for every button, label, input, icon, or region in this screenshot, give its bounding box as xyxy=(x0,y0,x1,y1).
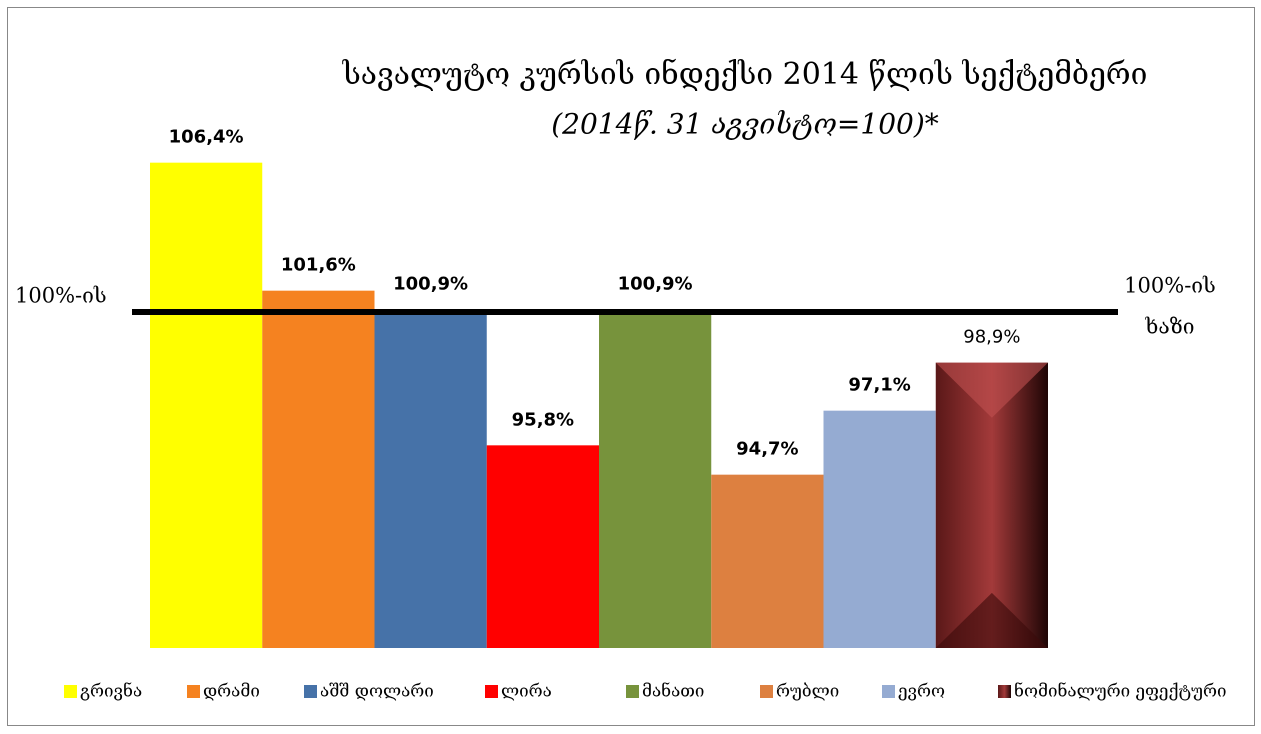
legend-label: ევრო xyxy=(898,682,945,702)
chart-subtitle: (2014წ. 31 აგვისტო=100)* xyxy=(551,108,939,141)
bar xyxy=(150,162,263,648)
data-label: 100,9% xyxy=(393,273,468,294)
legend-swatch xyxy=(626,685,639,698)
legend-swatch xyxy=(304,685,317,698)
bar xyxy=(711,474,824,648)
legend-label: ნომინალური ეფექტური xyxy=(1014,682,1227,702)
legend-swatch xyxy=(882,685,895,698)
data-label: 97,1% xyxy=(848,375,910,396)
legend-label: გრივნა xyxy=(80,682,142,702)
bar xyxy=(599,309,712,648)
legend-swatch xyxy=(485,685,498,698)
bar xyxy=(486,445,599,648)
data-label: 98,9% xyxy=(963,327,1020,348)
legend-label: მანათი xyxy=(642,682,704,702)
legend-swatch xyxy=(998,685,1011,698)
chart-title: სავალუტო კურსის ინდექსი 2014 წლის სექტემ… xyxy=(342,57,1148,92)
legend-label: დრამი xyxy=(203,682,260,702)
bar-bevel xyxy=(935,362,1048,418)
annotation: 100%-ის xyxy=(1124,274,1216,298)
annotation: 100%-ის xyxy=(15,284,107,308)
data-label: 94,7% xyxy=(736,439,798,460)
data-label: 100,9% xyxy=(618,273,693,294)
bar xyxy=(374,309,487,648)
bar-bevel xyxy=(935,593,1048,648)
legend-label: ლირა xyxy=(501,682,552,702)
legend-swatch xyxy=(187,685,200,698)
bar xyxy=(823,410,936,648)
data-label: 101,6% xyxy=(281,255,356,276)
bar xyxy=(262,290,375,648)
legend-swatch xyxy=(760,685,773,698)
legend-swatch xyxy=(64,685,77,698)
legend-label: აშშ დოლარი xyxy=(320,682,434,702)
data-label: 95,8% xyxy=(512,409,574,430)
annotation: ხაზი xyxy=(1145,315,1195,339)
legend-label: რუბლი xyxy=(776,682,839,702)
data-label: 106,4% xyxy=(169,127,244,148)
